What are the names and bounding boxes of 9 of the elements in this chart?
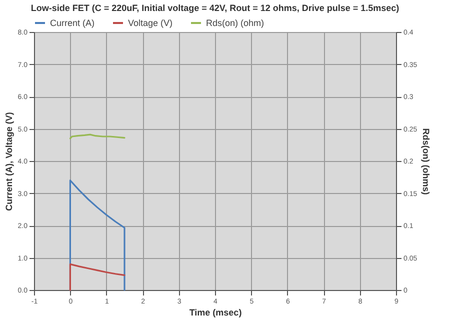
line-series: [69, 263, 126, 291]
legend-label: Current (A): [50, 18, 95, 28]
line-series: [69, 180, 126, 291]
y-axis-title: Current (A), Voltage (V): [4, 112, 14, 211]
legend-label: Rds(on) (ohm): [206, 18, 264, 28]
chart-title: Low-side FET (C = 220uF, Initial voltage = 42V, Rout = 12 ohms, Drive pulse = 1.5msec): [30, 3, 400, 13]
y2-axis-title: Rds(on) (ohms): [421, 128, 432, 195]
x-axis-title: Time (msec): [189, 308, 242, 318]
legend-label: Voltage (V): [128, 18, 173, 28]
